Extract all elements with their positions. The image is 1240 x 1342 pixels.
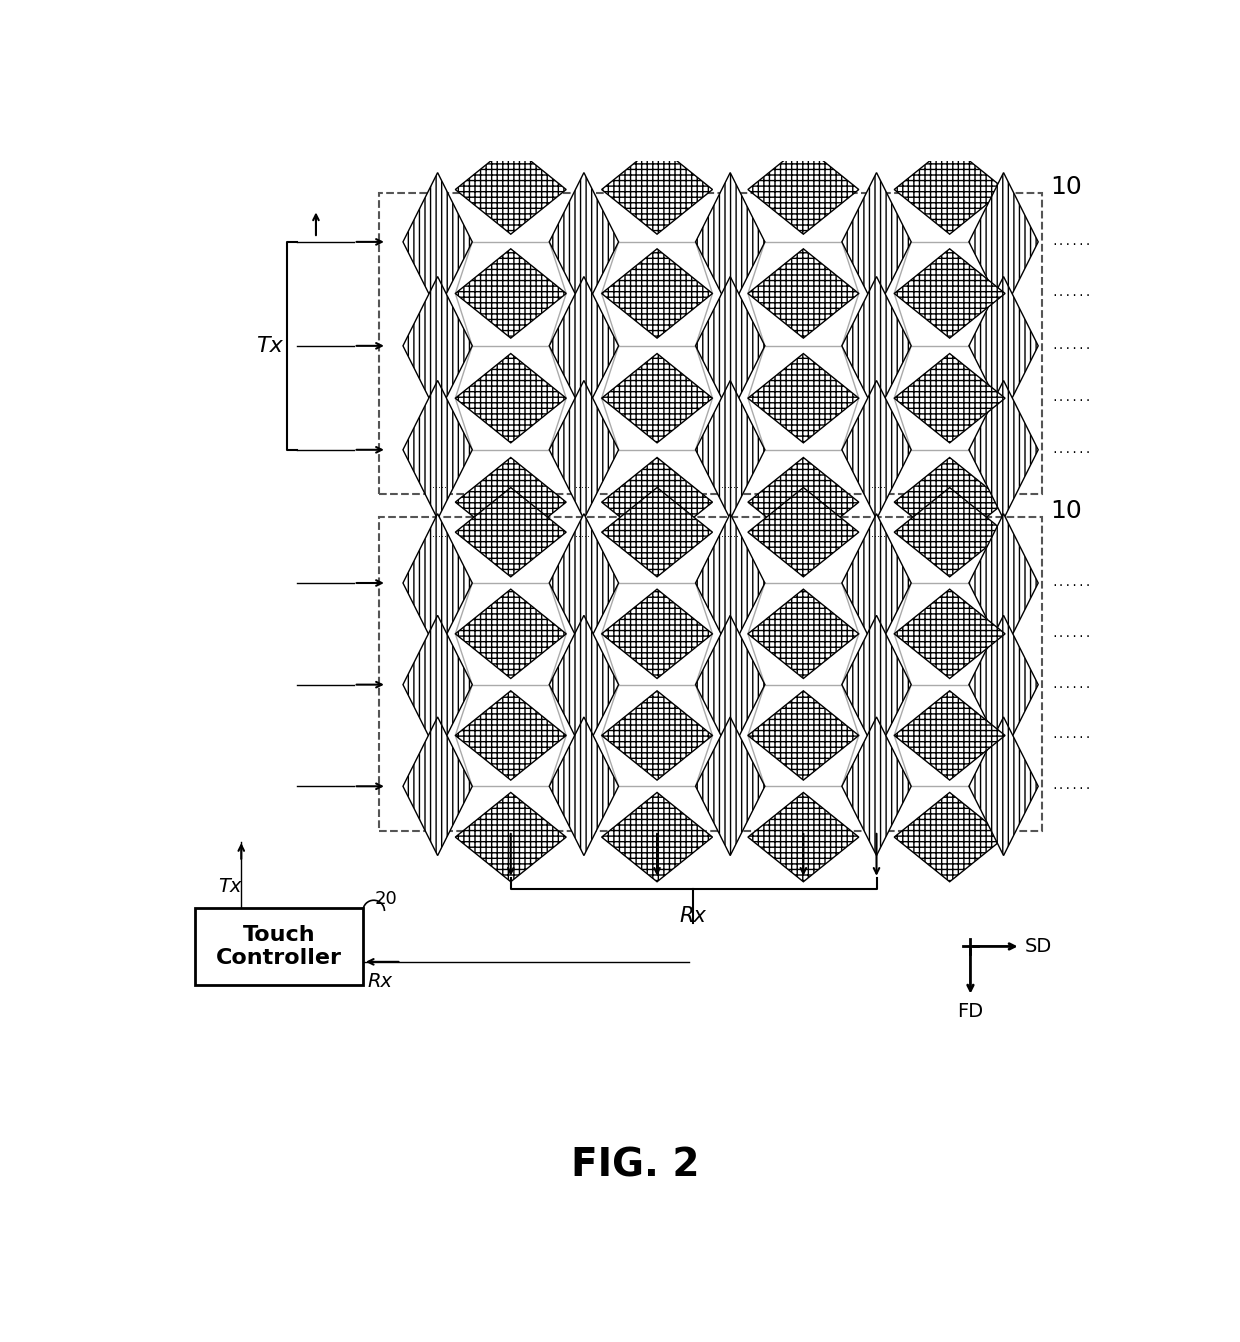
Polygon shape [455,458,567,546]
Text: 10: 10 [1050,499,1081,522]
Bar [379,193,1042,494]
Polygon shape [549,276,619,415]
Polygon shape [549,173,619,311]
Polygon shape [894,792,1006,882]
Polygon shape [894,248,1006,338]
Text: ......: ...... [1052,289,1091,298]
Polygon shape [403,276,472,415]
Text: Rx: Rx [367,972,393,990]
Polygon shape [403,717,472,856]
Text: ......: ...... [868,529,885,538]
Polygon shape [403,381,472,519]
Text: ......: ...... [868,480,885,490]
Polygon shape [601,487,713,577]
Text: ......: ...... [429,529,446,538]
Polygon shape [455,353,567,443]
Text: ......: ...... [1052,393,1091,403]
Polygon shape [842,616,911,754]
Polygon shape [696,276,765,415]
Polygon shape [601,691,713,780]
Polygon shape [748,487,859,577]
Text: ......: ...... [1052,238,1091,247]
Polygon shape [748,792,859,882]
Polygon shape [842,276,911,415]
Polygon shape [968,514,1038,652]
Text: ......: ...... [1052,679,1091,690]
Polygon shape [455,145,567,235]
Polygon shape [601,589,713,679]
Polygon shape [894,589,1006,679]
Polygon shape [403,173,472,311]
Polygon shape [455,589,567,679]
Polygon shape [455,792,567,882]
Polygon shape [894,458,1006,546]
Text: ......: ...... [1052,444,1091,455]
Polygon shape [455,248,567,338]
Polygon shape [549,717,619,856]
Polygon shape [894,487,1006,577]
Polygon shape [455,487,567,577]
Polygon shape [549,616,619,754]
Text: FIG. 2: FIG. 2 [572,1147,699,1185]
Text: SD: SD [1024,937,1052,956]
Polygon shape [455,691,567,780]
Text: ......: ...... [1052,578,1091,588]
Polygon shape [748,691,859,780]
Bar [379,517,1042,831]
Polygon shape [748,145,859,235]
Text: Tx: Tx [218,876,242,896]
Polygon shape [968,276,1038,415]
Text: Tx: Tx [257,336,283,356]
Text: ......: ...... [1052,629,1091,639]
Polygon shape [696,173,765,311]
Polygon shape [894,691,1006,780]
Polygon shape [968,616,1038,754]
Polygon shape [894,353,1006,443]
Polygon shape [842,381,911,519]
Polygon shape [696,381,765,519]
Polygon shape [748,353,859,443]
Text: ......: ...... [722,480,739,490]
Polygon shape [968,717,1038,856]
Polygon shape [842,173,911,311]
Text: ......: ...... [1052,341,1091,350]
Text: FD: FD [957,1002,983,1021]
Polygon shape [549,381,619,519]
Text: Touch
Controller: Touch Controller [216,925,342,968]
Polygon shape [748,458,859,546]
Polygon shape [403,616,472,754]
Polygon shape [696,514,765,652]
Polygon shape [968,381,1038,519]
Polygon shape [696,616,765,754]
Polygon shape [696,717,765,856]
Polygon shape [601,458,713,546]
Text: Rx: Rx [680,906,707,926]
Text: ......: ...... [429,480,446,490]
Polygon shape [842,514,911,652]
Text: 20: 20 [374,890,397,907]
Polygon shape [842,717,911,856]
Polygon shape [549,514,619,652]
Text: ......: ...... [1052,730,1091,741]
Polygon shape [894,145,1006,235]
Text: ......: ...... [722,529,739,538]
Bar [195,909,363,985]
Polygon shape [601,353,713,443]
Polygon shape [748,248,859,338]
Polygon shape [403,514,472,652]
Polygon shape [601,248,713,338]
Polygon shape [968,173,1038,311]
Polygon shape [748,589,859,679]
Text: ......: ...... [575,480,593,490]
Polygon shape [601,145,713,235]
Text: ......: ...... [1052,781,1091,792]
Polygon shape [601,792,713,882]
Text: ......: ...... [575,529,593,538]
Text: 10: 10 [1050,176,1081,199]
